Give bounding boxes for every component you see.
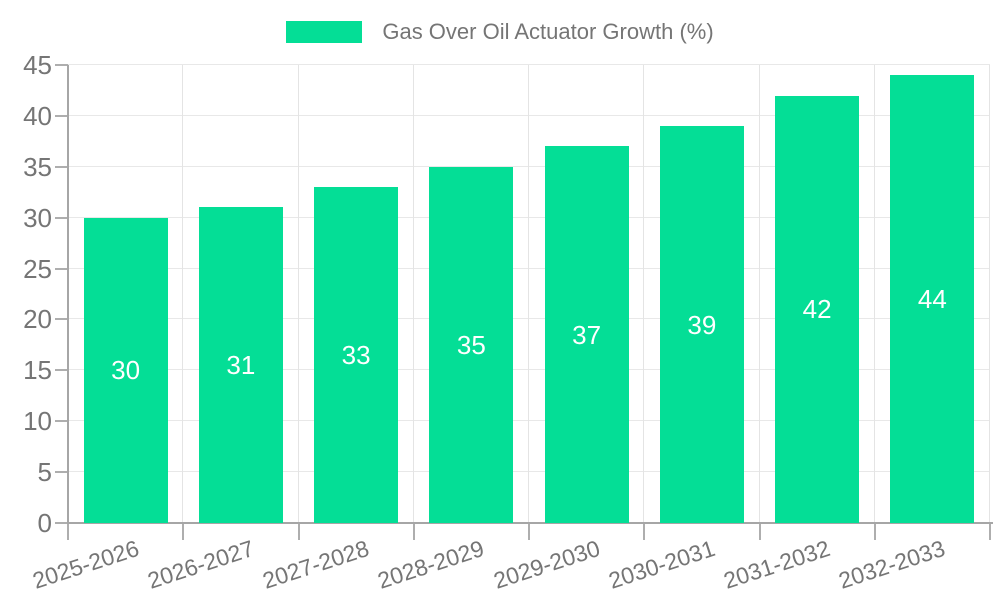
x-axis-tick-label: 2032-2033 [835,535,949,594]
gridline-vertical [989,65,990,523]
gridline-vertical [873,65,875,523]
gridline-vertical [643,65,645,523]
y-axis-tick [55,420,68,423]
bar-value-label: 33 [341,340,371,371]
x-axis-tick-label: 2029-2030 [490,535,603,594]
x-axis-tick-label: 2025-2026 [29,535,142,594]
gridline-horizontal [68,420,990,422]
gridline-horizontal [68,267,990,269]
x-axis-tick-label: 2031-2032 [720,535,834,594]
legend[interactable]: Gas Over Oil Actuator Growth (%) [0,19,1000,45]
legend-label: Gas Over Oil Actuator Growth (%) [382,19,714,44]
y-axis-tick [55,318,68,321]
gridline-horizontal [68,369,990,371]
y-axis-tick [55,522,68,524]
x-axis-tick-label: 2030-2031 [605,535,718,594]
y-axis-tick [55,471,68,474]
x-axis-tick [182,523,185,540]
gridline-vertical [182,65,184,523]
x-axis-tick [412,523,415,540]
bar-value-label: 30 [111,355,141,386]
bar [890,75,975,523]
gridline-vertical [758,65,760,523]
gridline-horizontal [68,165,990,167]
x-axis-tick [989,523,991,540]
y-axis-tick [55,114,68,117]
y-axis-tick [55,369,68,372]
y-axis-tick-label: 10 [23,406,52,437]
bar [198,207,283,523]
y-axis-line [67,65,69,523]
y-axis-tick-label: 35 [23,151,52,182]
bar [544,146,629,523]
y-axis-tick-label: 20 [23,304,52,335]
y-axis-tick [55,64,68,66]
x-axis-tick [873,523,876,540]
x-axis-tick-label: 2028-2029 [374,535,488,594]
x-axis-tick [297,523,300,540]
bar-value-label: 44 [917,284,947,315]
gridline-horizontal [68,64,990,65]
x-axis-tick [643,523,646,540]
y-axis-tick-label: 30 [23,202,52,233]
bar [83,217,168,523]
x-axis-tick [528,523,530,540]
bar-value-label: 42 [802,294,832,325]
gridline-vertical [297,65,299,523]
y-axis-tick [55,165,68,168]
gridline-vertical [528,65,529,523]
y-axis-tick-label: 0 [37,508,52,538]
bar-value-label: 31 [226,350,256,381]
y-axis-tick [55,216,68,219]
y-axis-tick [55,267,68,270]
bar-value-label: 37 [572,319,602,350]
x-axis-tick-label: 2026-2027 [144,535,257,594]
x-axis-tick [758,523,761,540]
gridline-horizontal [68,114,990,116]
gridline-horizontal [68,216,990,218]
bar [659,126,744,523]
gridline-horizontal [68,318,990,320]
y-axis-tick-label: 15 [23,355,52,386]
y-axis-tick-label: 5 [37,457,52,488]
gridline-vertical [412,65,414,523]
x-axis-line [67,522,993,524]
bar [429,166,514,523]
gridline-horizontal [68,471,990,473]
y-axis-tick-label: 40 [23,100,52,131]
x-axis-tick [67,523,69,540]
bar [775,95,860,523]
x-axis-tick-label: 2027-2028 [259,535,373,594]
legend-swatch-icon [286,21,363,43]
y-axis-tick-label: 45 [23,50,52,80]
bar-value-label: 39 [687,309,717,340]
y-axis-tick-label: 25 [23,253,52,284]
bar [314,187,399,523]
bar-value-label: 35 [456,329,486,360]
